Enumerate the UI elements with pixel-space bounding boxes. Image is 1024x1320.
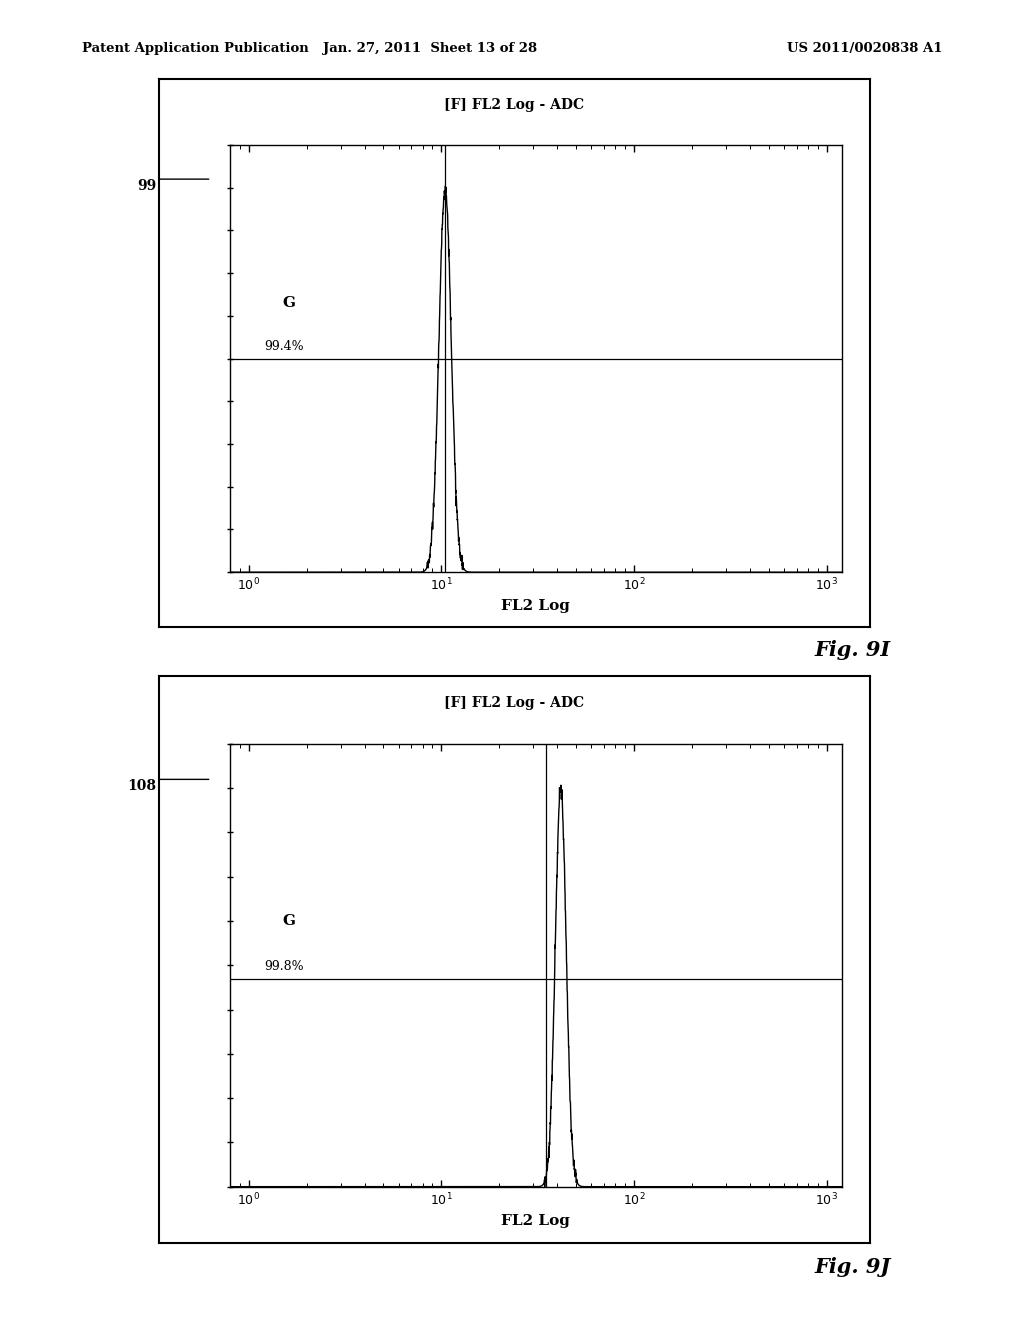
Text: 99.8%: 99.8% xyxy=(264,960,303,973)
Text: G: G xyxy=(283,915,296,928)
Text: 108: 108 xyxy=(127,779,157,793)
Text: Fig. 9J: Fig. 9J xyxy=(814,1257,890,1276)
Text: G: G xyxy=(283,296,296,310)
Text: Patent Application Publication: Patent Application Publication xyxy=(82,42,308,55)
Text: [F] FL2 Log - ADC: [F] FL2 Log - ADC xyxy=(444,99,585,112)
Text: Jan. 27, 2011  Sheet 13 of 28: Jan. 27, 2011 Sheet 13 of 28 xyxy=(323,42,538,55)
Text: 99.4%: 99.4% xyxy=(264,341,303,352)
Text: US 2011/0020838 A1: US 2011/0020838 A1 xyxy=(786,42,942,55)
Text: [F] FL2 Log - ADC: [F] FL2 Log - ADC xyxy=(444,696,585,710)
Text: 99: 99 xyxy=(137,180,157,193)
X-axis label: FL2 Log: FL2 Log xyxy=(502,599,570,614)
Text: Fig. 9I: Fig. 9I xyxy=(814,640,890,660)
X-axis label: FL2 Log: FL2 Log xyxy=(502,1213,570,1228)
